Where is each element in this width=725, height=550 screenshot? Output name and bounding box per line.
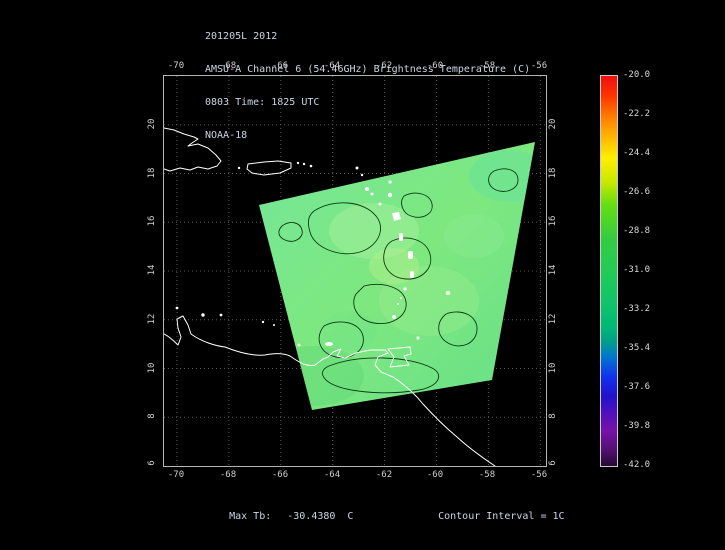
lon-tick-bottom: -64: [323, 470, 341, 480]
lat-tick-right: 20: [548, 118, 558, 130]
coastlines: [164, 127, 496, 466]
plot-header: 201205L 2012 AMSU-A Channel 6 (54.46GHz)…: [205, 9, 530, 163]
contour-interval-annotation: Contour Interval = 1C: [414, 500, 565, 533]
lat-tick-right: 8: [548, 413, 558, 419]
lon-tick-top: -62: [375, 61, 393, 71]
colorbar-tick: -42.0: [623, 460, 651, 470]
lat-tick-right: 18: [548, 167, 558, 179]
max-tb-annotation: Max Tb: -30.4380 C: [205, 500, 353, 533]
colorbar-tick: -22.2: [623, 109, 651, 119]
tb-swath: [259, 142, 535, 410]
lon-tick-bottom: -60: [426, 470, 444, 480]
header-time: 0803 Time: 1825 UTC: [205, 97, 320, 108]
header-title: AMSU-A Channel 6 (54.46GHz) Brightness T…: [205, 64, 531, 75]
colorbar-tick: -33.2: [623, 304, 651, 314]
lon-tick-bottom: -70: [167, 470, 185, 480]
lon-tick-top: -68: [219, 61, 237, 71]
map-plot: [163, 75, 547, 467]
lat-tick-right: 16: [548, 215, 558, 227]
colorbar-tick: -31.0: [623, 265, 651, 275]
lon-tick-top: -66: [271, 61, 289, 71]
lon-tick-bottom: -62: [375, 470, 393, 480]
lat-tick-right: 14: [548, 264, 558, 276]
lat-tick-left: 14: [147, 264, 157, 276]
lat-tick-left: 18: [147, 167, 157, 179]
grid-lines: [164, 76, 546, 466]
lat-tick-right: 6: [548, 460, 558, 466]
header-date: 201205L 2012: [205, 31, 278, 42]
colorbar-tick: -26.6: [623, 187, 651, 197]
colorbar-tick: -28.8: [623, 226, 651, 236]
lon-tick-top: -70: [167, 61, 185, 71]
colorbar-tick: -24.4: [623, 148, 651, 158]
lat-tick-left: 20: [147, 118, 157, 130]
lon-tick-top: -58: [478, 61, 496, 71]
header-satellite: NOAA-18: [205, 130, 248, 141]
lon-tick-bottom: -58: [478, 470, 496, 480]
colorbar-tick: -37.6: [623, 382, 651, 392]
colorbar: [600, 75, 618, 467]
colorbar-tick: -35.4: [623, 343, 651, 353]
lat-tick-left: 8: [147, 413, 157, 419]
max-tb-label: Max Tb:: [229, 511, 272, 522]
coast-puerto-rico: [246, 160, 292, 176]
max-tb-unit: C: [347, 511, 354, 522]
lon-tick-bottom: -56: [530, 470, 548, 480]
small-islands: [175, 161, 450, 347]
colorbar-gradient: [601, 76, 617, 466]
lon-tick-top: -60: [426, 61, 444, 71]
lat-tick-right: 12: [548, 313, 558, 325]
lat-tick-left: 6: [147, 460, 157, 466]
contour-interval-text: Contour Interval = 1C: [438, 511, 565, 522]
lon-tick-bottom: -66: [271, 470, 289, 480]
lon-tick-top: -64: [323, 61, 341, 71]
max-tb-value: -30.4380: [287, 511, 336, 522]
coast-trinidad: [387, 346, 412, 368]
lat-tick-left: 16: [147, 215, 157, 227]
coast-hispaniola: [164, 127, 222, 172]
colorbar-tick: -20.0: [623, 70, 651, 80]
lon-tick-top: -56: [530, 61, 548, 71]
lat-tick-right: 10: [548, 362, 558, 374]
lat-tick-left: 10: [147, 362, 157, 374]
map-svg: [164, 76, 546, 466]
lat-tick-left: 12: [147, 313, 157, 325]
colorbar-tick: -39.8: [623, 421, 651, 431]
coast-south-america: [164, 315, 496, 466]
lon-tick-bottom: -68: [219, 470, 237, 480]
